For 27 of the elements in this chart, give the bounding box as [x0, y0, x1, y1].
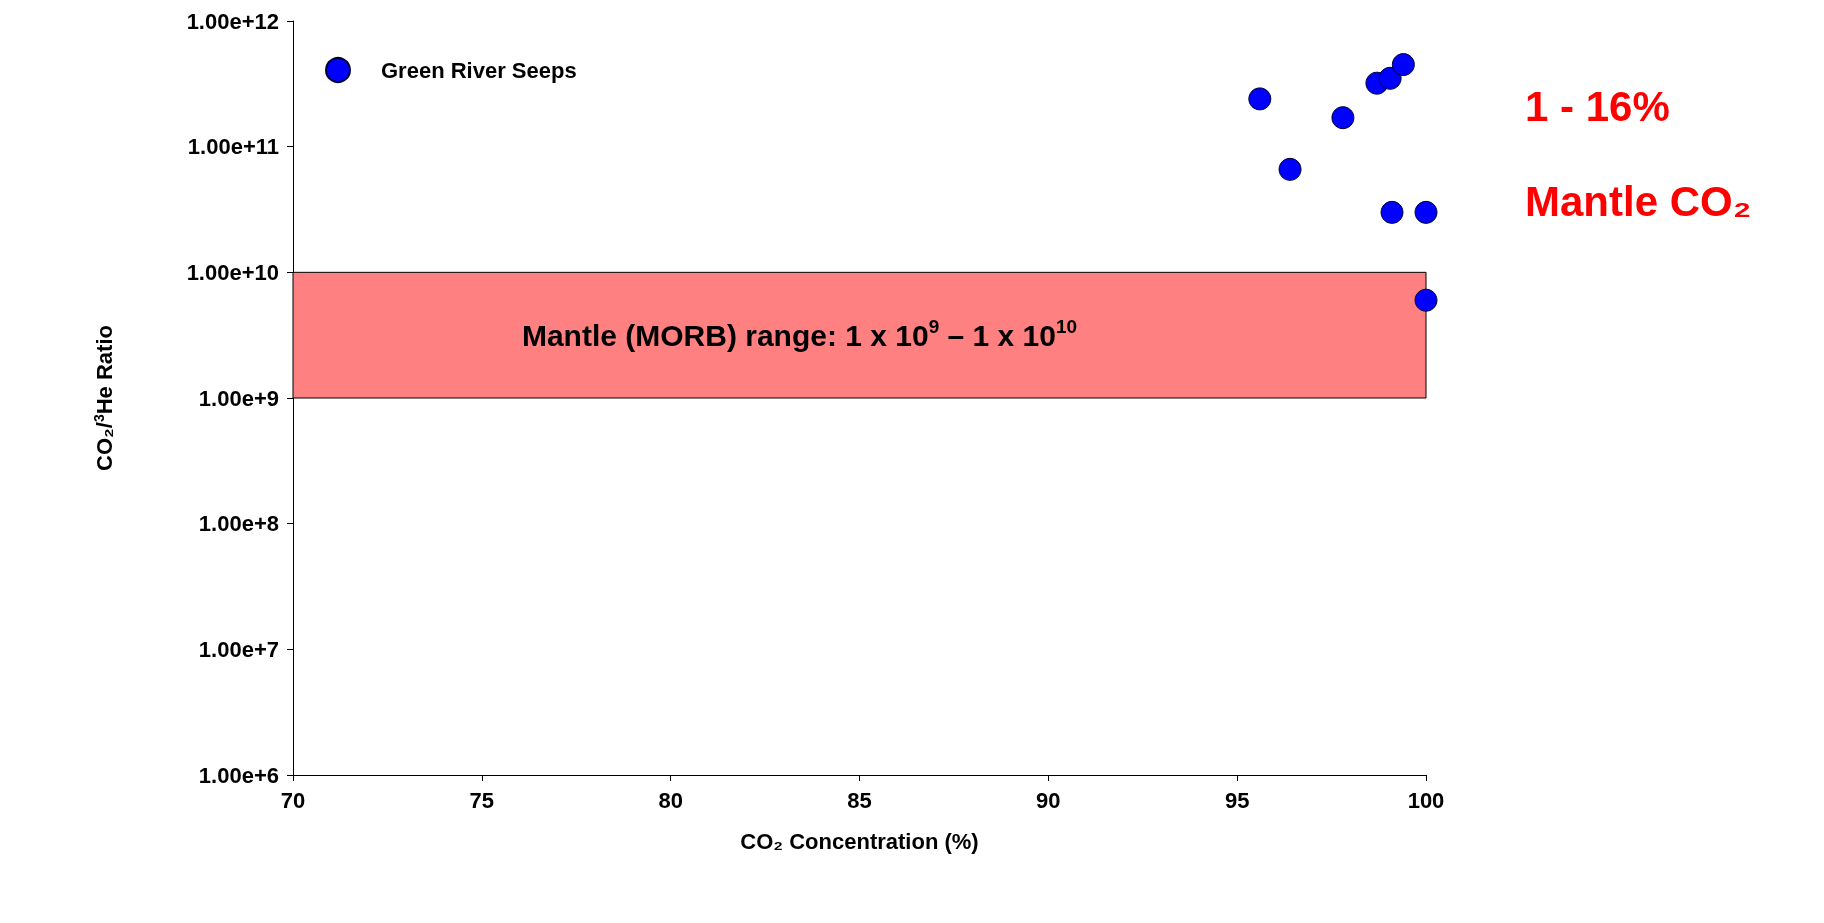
x-tick-label: 80 — [658, 787, 683, 813]
text: Mantle CO₂ — [1525, 177, 1752, 225]
point — [1331, 106, 1355, 130]
y-tick-label: 1.00e+6 — [198, 762, 279, 788]
point — [1414, 288, 1438, 312]
y-tick-label: 1.00e+12 — [186, 8, 279, 34]
x-tick-label: 95 — [1224, 787, 1250, 813]
y-tick-label: 1.00e+9 — [198, 385, 279, 411]
y-tick-label: 1.00e+8 — [198, 511, 279, 537]
point — [1391, 53, 1415, 77]
x-tick-label: 100 — [1407, 787, 1445, 813]
text: 1 - 16% — [1525, 82, 1670, 130]
x-tick-label: 85 — [847, 787, 872, 813]
y-tick-label: 1.00e+10 — [186, 259, 279, 285]
y-tick-label: 1.00e+11 — [187, 134, 279, 160]
point — [1378, 66, 1402, 90]
y-axis-title: CO₂/3He Ratio — [90, 325, 118, 471]
x-tick-label: 70 — [280, 787, 306, 813]
point — [1414, 200, 1438, 224]
y-tick-label: 1.00e+7 — [198, 636, 279, 662]
x-tick-label: 75 — [469, 787, 495, 813]
legend-label: Green River Seeps — [381, 57, 577, 83]
x-tick-label: 90 — [1036, 787, 1061, 813]
point — [1380, 200, 1404, 224]
x-axis-title: CO₂ Concentration (%) — [740, 828, 979, 854]
point — [1278, 157, 1302, 181]
point — [1248, 87, 1272, 111]
